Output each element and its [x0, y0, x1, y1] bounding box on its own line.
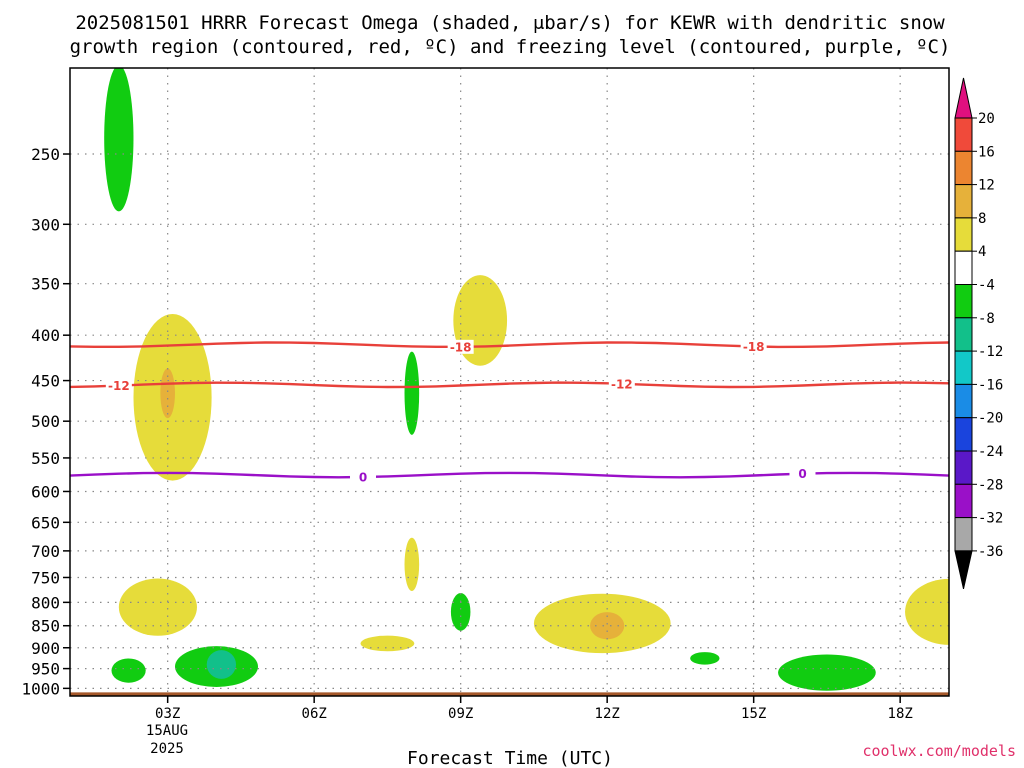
y-tick-label-950: 950	[31, 660, 60, 679]
contour-line--18	[70, 341, 949, 349]
contour-label-1-1: -12	[611, 377, 633, 391]
colorbar-label-3: 8	[978, 211, 986, 227]
colorbar-label-10: -24	[978, 444, 1003, 460]
y-tick-label-850: 850	[31, 617, 60, 636]
colorbar-label-11: -28	[978, 477, 1003, 493]
colorbar-segment-3	[954, 184, 973, 219]
omega-region-6	[118, 578, 197, 636]
y-tick-label-500: 500	[31, 412, 60, 431]
temperature-contours: -18 -18 -12 -12 0 0	[70, 339, 949, 485]
y-tick-label-900: 900	[31, 639, 60, 658]
colorbar-top-arrow	[954, 77, 973, 119]
omega-region-8	[360, 635, 415, 652]
colorbar-label-1: 16	[978, 144, 995, 160]
colorbar-segment-6	[954, 284, 973, 319]
colorbar-segment-7	[954, 317, 973, 352]
x-axis-label: Forecast Time (UTC)	[407, 748, 613, 768]
colorbar-segment-9	[954, 383, 973, 419]
contour-label-0-1: -18	[743, 340, 765, 354]
contour-label-2-0: 0	[359, 471, 367, 485]
contour-label-bg-1-0	[105, 378, 132, 393]
y-tick-label-600: 600	[31, 482, 60, 501]
x-tick-label-06Z: 06Z	[302, 706, 327, 722]
x-axis-ticks: 03Z 06Z 09Z 12Z 15Z 18Z	[155, 696, 913, 722]
contour-label-bg-0-1	[740, 339, 767, 354]
watermark: coolwx.com/models	[862, 742, 1016, 760]
x-tick-sub-day: 15AUG	[146, 723, 188, 739]
colorbar-label-8: -16	[978, 377, 1003, 393]
x-tick-label-12Z: 12Z	[595, 706, 620, 722]
omega-region-7	[450, 593, 471, 631]
contour-label-bg-0-0	[447, 339, 474, 354]
omega-shading	[104, 68, 949, 691]
omega-region-3	[404, 351, 420, 435]
colorbar-label-2: 12	[978, 178, 995, 194]
colorbar-segment-10	[954, 417, 973, 452]
plot-frame	[69, 67, 950, 697]
contour-label-bg-2-1	[789, 466, 816, 481]
y-tick-label-250: 250	[31, 145, 60, 164]
y-tick-label-750: 750	[31, 568, 60, 587]
colorbar-label-0: 20	[978, 111, 995, 127]
contour-line--12	[70, 381, 949, 389]
colorbar: 20 16 12 8 4 -4 -8 -12 -16 -20 -24 -28 -32 -36	[954, 77, 1003, 590]
x-tick-label-03Z: 03Z	[155, 706, 180, 722]
omega-region-13	[111, 658, 146, 683]
x-tick-label-09Z: 09Z	[448, 706, 473, 722]
omega-region-0	[104, 68, 134, 212]
colorbar-segment-12	[954, 483, 973, 519]
contour-line-0	[70, 471, 949, 479]
colorbar-segment-2	[954, 150, 973, 186]
colorbar-label-12: -32	[978, 511, 1003, 527]
y-tick-label-650: 650	[31, 513, 60, 532]
chart-title-line2: growth region (contoured, red, ºC) and f…	[70, 36, 951, 58]
y-tick-label-1000: 1000	[21, 679, 60, 698]
colorbar-segment-8	[954, 350, 973, 385]
colorbar-segment-5	[954, 250, 973, 285]
contour-label-2-1: 0	[798, 467, 806, 481]
contour-label-bg-1-1	[608, 376, 635, 391]
omega-region-10	[590, 612, 625, 640]
omega-region-16	[905, 578, 949, 645]
contour-label-1-0: -12	[108, 379, 130, 393]
omega-region-2	[160, 368, 175, 419]
x-tick-label-18Z: 18Z	[888, 706, 913, 722]
omega-region-12	[206, 650, 237, 679]
colorbar-segment-11	[954, 450, 973, 485]
y-tick-label-700: 700	[31, 542, 60, 561]
y-tick-label-800: 800	[31, 593, 60, 612]
ground-layer	[70, 692, 949, 696]
x-tick-sub-year: 2025	[150, 741, 184, 757]
omega-region-15	[778, 654, 876, 691]
y-tick-label-550: 550	[31, 449, 60, 468]
omega-region-14	[690, 652, 720, 665]
y-axis-ticks: 250 300 350 400 450 500 550 600 650 700 750 800 850 9…	[21, 145, 70, 698]
chart-title-line1: 2025081501 HRRR Forecast Omega (shaded, …	[75, 12, 945, 34]
colorbar-segment-13	[954, 517, 973, 552]
colorbar-label-7: -12	[978, 344, 1003, 360]
colorbar-label-13: -36	[978, 544, 1003, 560]
ground-band	[70, 692, 949, 696]
colorbar-bottom-arrow	[954, 550, 973, 590]
omega-region-5	[404, 537, 420, 592]
y-tick-label-350: 350	[31, 275, 60, 294]
contour-label-0-0: -18	[450, 340, 472, 354]
colorbar-label-6: -8	[978, 311, 995, 327]
y-tick-label-450: 450	[31, 372, 60, 391]
y-tick-label-300: 300	[31, 215, 60, 234]
colorbar-segment-1	[954, 117, 973, 152]
y-tick-label-400: 400	[31, 326, 60, 345]
colorbar-label-9: -20	[978, 411, 1003, 427]
x-tick-label-15Z: 15Z	[741, 706, 766, 722]
colorbar-label-4: 4	[978, 244, 986, 260]
contour-label-bg-2-0	[350, 470, 376, 485]
colorbar-segment-4	[954, 217, 973, 252]
colorbar-label-5: -4	[978, 278, 995, 294]
